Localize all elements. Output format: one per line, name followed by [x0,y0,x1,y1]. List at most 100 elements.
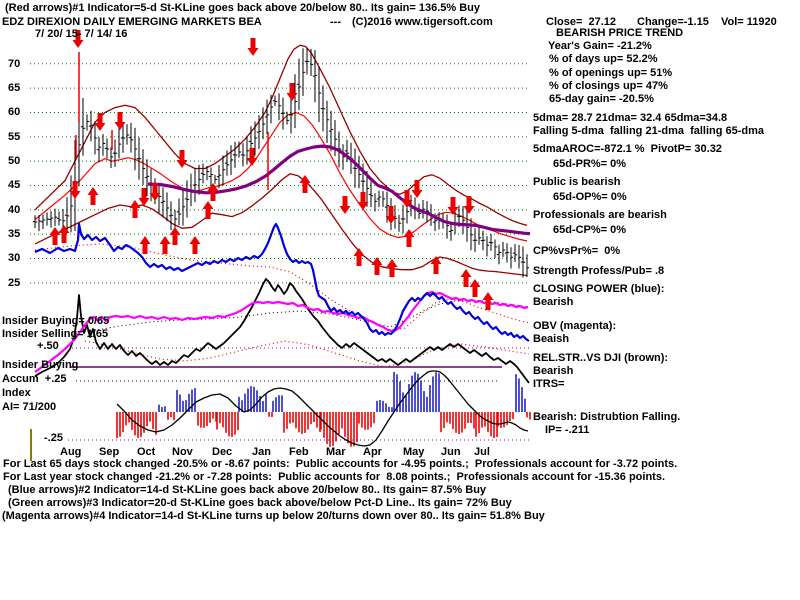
panel-line: CP%vsPr%= 0% [533,245,621,257]
left-label: Accum +.25 [2,373,67,385]
change-value: Change=-1.15 [637,16,709,28]
y-axis-label: 60 [8,106,21,118]
sell-arrow-icon [357,192,369,210]
buy-arrow-icon [386,259,398,277]
buy-arrow-icon [460,269,472,287]
panel-line: Beaish [533,333,570,345]
buy-arrow-icon [159,236,171,254]
month-label: Sep [99,446,120,458]
sell-arrow-icon [385,206,397,224]
footer-line: (Magenta arrows)#4 Indicator=14-d St-KLi… [2,510,545,522]
left-label: Insider Buying [2,359,79,371]
panel-line: % of openings up= 51% [549,67,673,79]
panel-line: ITRS= [533,378,565,390]
month-label: Jul [474,446,490,458]
buy-arrow-icon [207,183,219,201]
date-range: 7/ 20/ 15- 7/ 14/ 16 [35,28,128,40]
sell-arrow-icon [339,196,351,214]
middle-band-line [34,111,528,242]
panel-line: Year's Gain= -21.2% [548,40,652,52]
panel-line: Professionals are bearish [533,209,667,221]
title-separator: --- [330,16,341,28]
panel-line: Strength Profess/Pub= .8 [533,265,665,277]
sell-arrow-icon [447,197,459,215]
panel-line: 5dma= 28.7 21dma= 32.4 65dma=34.8 [533,112,728,124]
ma65-line [147,144,531,236]
buy-arrow-icon [371,257,383,275]
month-label: Oct [137,446,156,458]
relative-strength-line [34,278,530,384]
y-axis-label: 25 [8,277,21,289]
y-axis-label: 45 [8,179,21,191]
sell-arrow-icon [176,150,188,168]
footer-line: For Last year stock changed -21.2% or -7… [3,471,665,483]
sell-arrow-icon [401,190,413,208]
month-label: Aug [60,446,82,458]
sell-arrow-icon [94,113,106,131]
panel-line: Falling 5-dma falling 21-dma falling 65-… [533,125,765,137]
buy-arrow-icon [139,236,151,254]
buy-arrow-icon [58,225,70,243]
y-axis-label: 40 [8,204,21,216]
left-label: +.50 [37,340,59,352]
buy-arrow-icon [202,201,214,219]
month-label: May [403,446,425,458]
month-label: Feb [289,446,309,458]
panel-line: 65d-PR%= 0% [553,158,627,170]
sell-arrow-icon [411,180,423,198]
buy-arrow-icon [353,248,365,266]
buy-arrow-icon [482,292,494,310]
left-label: -.25 [44,432,63,444]
y-axis-label: 35 [8,228,21,240]
month-label: Jun [441,446,461,458]
panel-line: IP= -.211 [545,424,590,436]
buy-arrow-icon [299,175,311,193]
buy-arrow-icon [469,279,481,297]
panel-line: CLOSING POWER (blue): [533,283,665,295]
closing-power-line [34,222,530,342]
sell-arrow-icon [114,112,126,130]
panel-line: 65d-OP%= 0% [553,191,627,203]
sell-arrow-icon [149,183,161,201]
panel-line: % of days up= 52.2% [549,53,658,65]
sell-arrow-icon [69,181,81,199]
page-title: EDZ DIREXION DAILY EMERGING MARKETS BEA [2,16,262,28]
month-label: Mar [326,446,346,458]
buy-arrow-icon [169,227,181,245]
panel-line: % of closings up= 47% [549,80,668,92]
left-label: AI= 71/200 [2,401,57,413]
volume-value: Vol= 11920 [721,16,777,28]
footer-line: (Blue arrows)#2 Indicator=14-d St-KLine … [8,484,487,496]
panel-line: REL.STR..VS DJI (brown): [533,352,669,364]
upper-band-line [34,44,528,227]
buy-arrow-icon [129,200,141,218]
accum-index-curve [116,370,529,447]
close-value: Close= 27.12 [546,16,617,28]
buy-arrow-icon [49,227,61,245]
indicator1-legend: (Red arrows)#1 Indicator=5-d St-KLine go… [5,2,480,14]
buy-arrow-icon [189,236,201,254]
month-label: Apr [363,446,382,458]
month-label: Nov [172,446,193,458]
month-label: Dec [212,446,233,458]
sell-arrow-icon [247,38,259,56]
panel-line: Bearish: Distrubtion Falling. [533,411,681,423]
left-label: Insider Selling= 1/65 [2,328,109,340]
sell-arrow-icon [138,188,150,206]
panel-line: OBV (magenta): [533,320,617,332]
panel-line: 65-day gain= -20.5% [549,93,654,105]
sell-arrow-icon [72,30,84,48]
buy-arrow-icon [430,256,442,274]
buy-arrow-icon [403,229,415,247]
y-axis-label: 70 [8,58,21,70]
panel-line: Bearish [533,365,574,377]
copyright-text: (C)2016 www.tigersoft.com [352,16,493,28]
y-axis-label: 30 [8,252,21,264]
panel-line: Bearish [533,296,574,308]
black-dotted-guide [89,299,530,332]
left-label: Index [2,387,31,399]
sell-arrow-icon [286,83,298,101]
footer-line: (Green arrows)#3 Indicator=20-d St-KLine… [8,497,512,509]
buy-arrow-icon [87,187,99,205]
